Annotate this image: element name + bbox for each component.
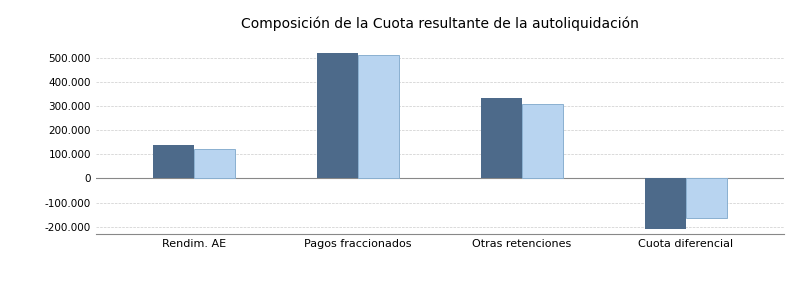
- Bar: [645, 178, 686, 229]
- Bar: [154, 145, 194, 178]
- Bar: [317, 53, 358, 178]
- Title: Composición de la Cuota resultante de la autoliquidación: Composición de la Cuota resultante de la…: [241, 16, 639, 31]
- Bar: [686, 178, 726, 218]
- Bar: [522, 103, 563, 178]
- Bar: [194, 149, 235, 178]
- Bar: [481, 98, 522, 178]
- Bar: [358, 55, 399, 178]
